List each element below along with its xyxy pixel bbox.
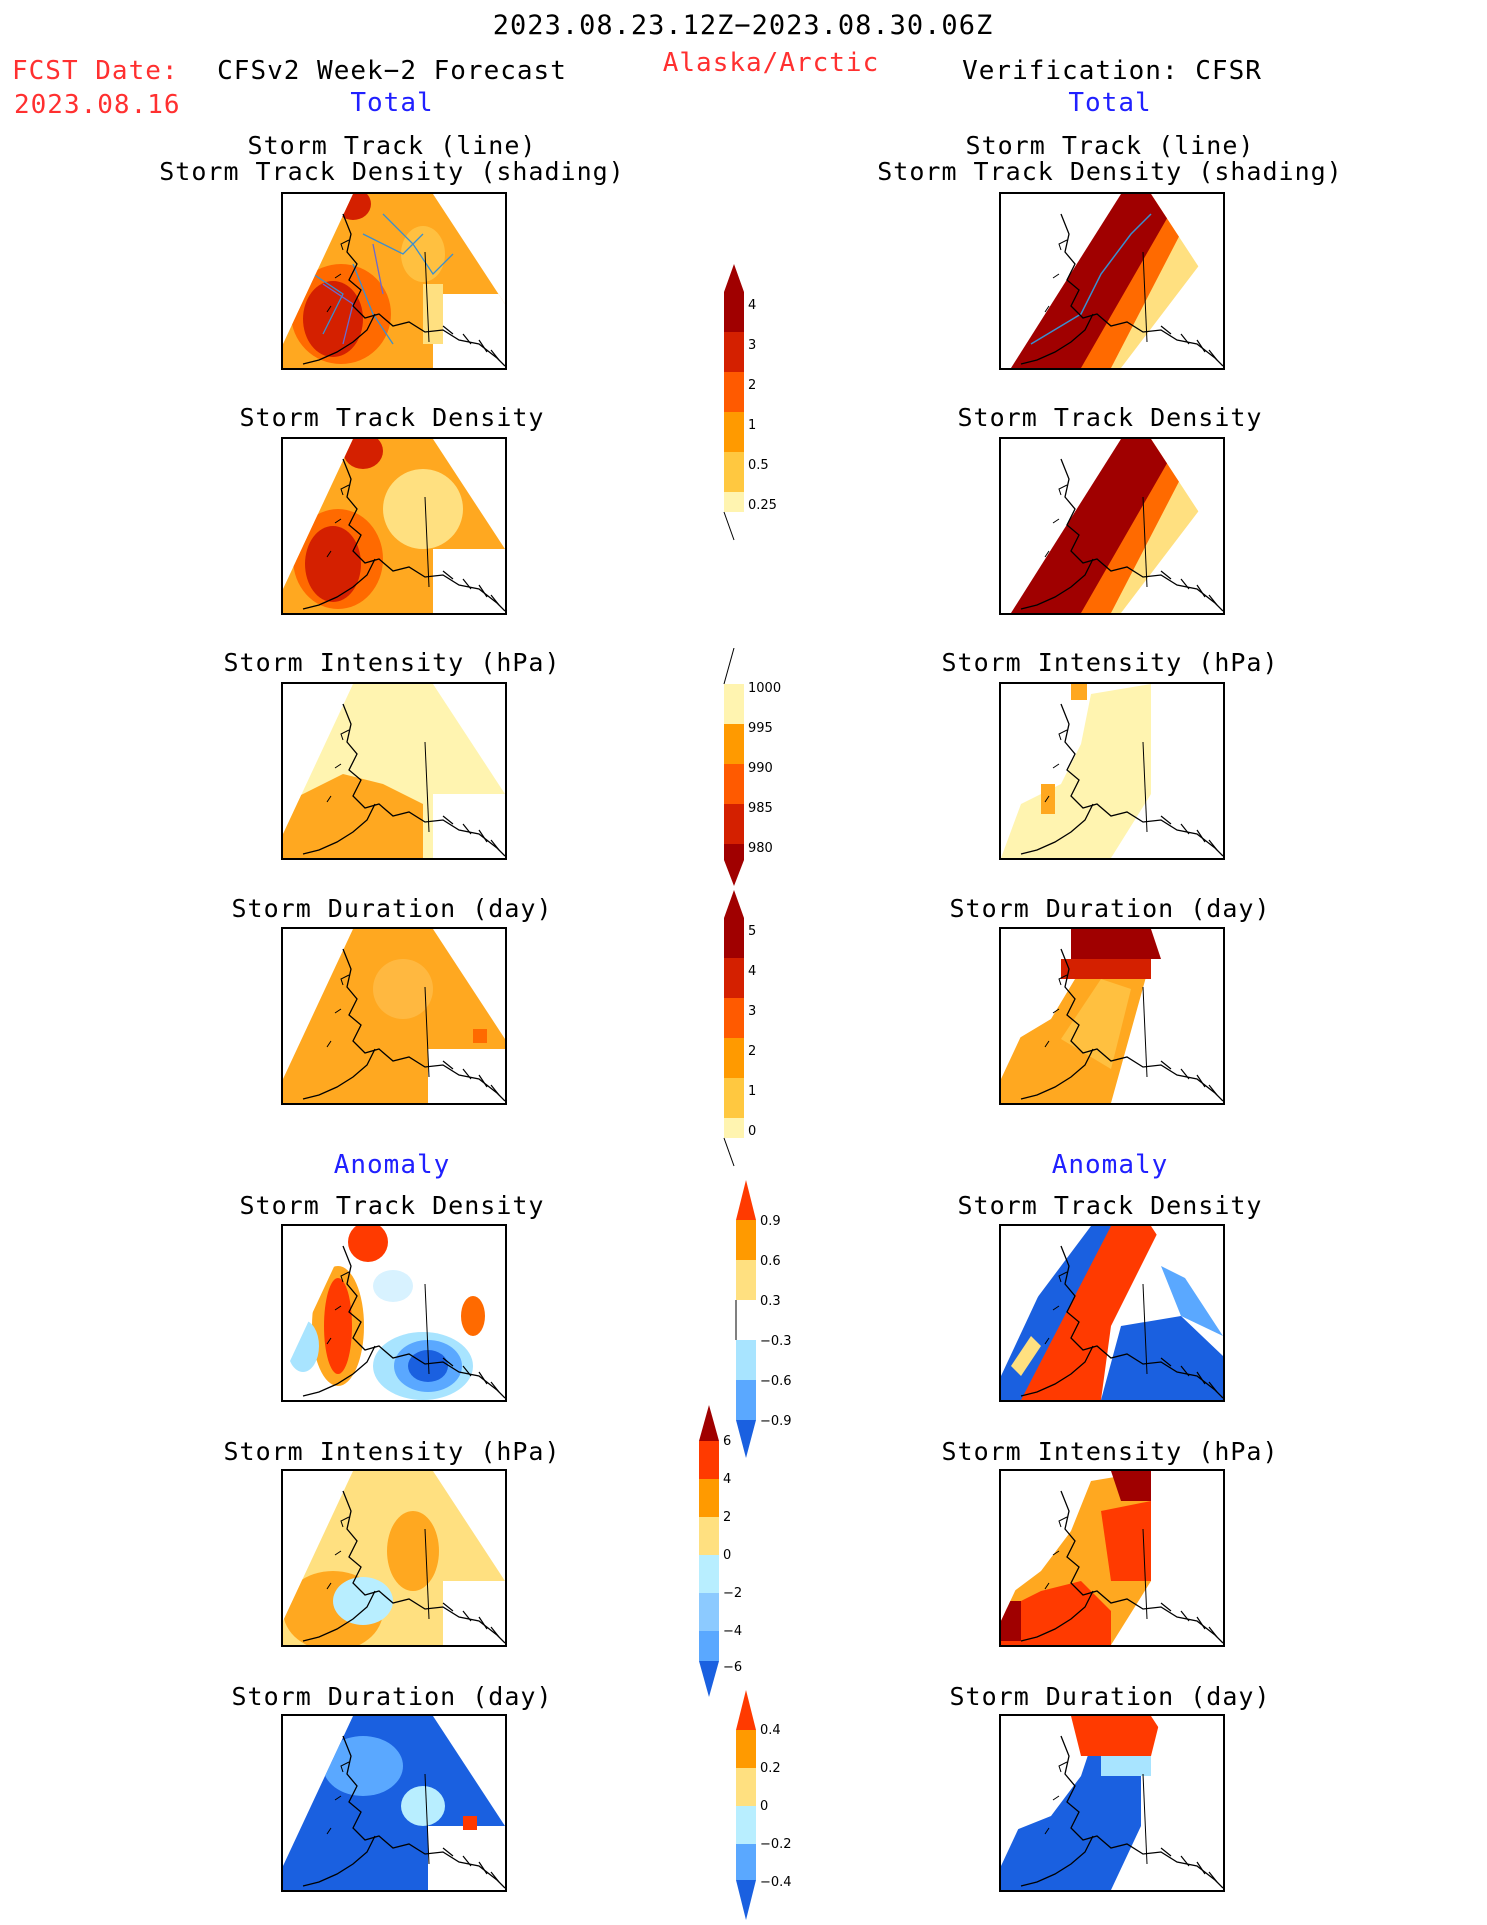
right-panel-1-title: Storm Track (line) xyxy=(965,131,1255,160)
colorbar-1-label-1: 4 xyxy=(748,298,756,313)
forecast-title: CFSv2 Week−2 Forecast xyxy=(217,56,567,86)
right-panel-5-title: Storm Track Density xyxy=(957,1191,1263,1220)
colorbar-4-label-1: 0.9 xyxy=(760,1214,781,1229)
colorbar-3-label-2: 4 xyxy=(748,964,756,979)
colorbar-3-label-4: 2 xyxy=(748,1044,756,1059)
date-range-title: 2023.08.23.12Z−2023.08.30.06Z xyxy=(492,10,994,41)
colorbar-1-label-2: 3 xyxy=(748,338,756,353)
left-storm-duration-map xyxy=(281,927,507,1105)
colorbar-total-density: 4 3 2 1 0.5 0.25 xyxy=(723,264,777,541)
colorbar-6-label-5: −0.4 xyxy=(760,1875,792,1890)
left-total-label: Total xyxy=(350,88,434,118)
verification-title: Verification: CFSR xyxy=(962,56,1262,86)
left-panel-4-title: Storm Duration (day) xyxy=(231,894,553,923)
colorbar-5-label-7: −6 xyxy=(723,1660,742,1675)
left-panel-1-title: Storm Track (line) xyxy=(247,131,537,160)
colorbar-3-label-3: 3 xyxy=(748,1004,756,1019)
right-storm-track-density-map xyxy=(999,437,1225,615)
colorbar-5-label-1: 6 xyxy=(723,1434,731,1449)
colorbar-total-duration: 5 4 3 2 1 0 xyxy=(723,890,756,1167)
colorbar-2-label-1: 1000 xyxy=(748,681,781,696)
colorbar-2-label-4: 985 xyxy=(748,801,773,816)
fcst-date-label: FCST Date: xyxy=(12,56,179,86)
left-storm-track-density-map xyxy=(281,437,507,615)
colorbar-4-label-3: 0.3 xyxy=(760,1294,781,1309)
colorbar-4-top-arrow xyxy=(736,1180,756,1220)
colorbar-2-label-3: 990 xyxy=(748,761,773,776)
colorbar-6-label-3: 0 xyxy=(760,1799,768,1814)
colorbar-6-bottom-arrow xyxy=(736,1880,756,1920)
colorbar-anomaly-intensity: 6 4 2 0 −2 −4 −6 xyxy=(699,1405,742,1697)
colorbar-1-label-4: 1 xyxy=(748,418,756,433)
colorbar-6-label-4: −0.2 xyxy=(760,1837,792,1852)
left-storm-track-map xyxy=(281,192,507,370)
colorbar-5-label-5: −2 xyxy=(723,1586,742,1601)
left-panel-3-title: Storm Intensity (hPa) xyxy=(223,648,561,677)
right-panel-3-title: Storm Intensity (hPa) xyxy=(941,648,1279,677)
right-panel-6-title: Storm Intensity (hPa) xyxy=(941,1437,1279,1466)
left-anomaly-label: Anomaly xyxy=(333,1150,451,1180)
right-anomaly-density-map xyxy=(999,1224,1225,1402)
right-storm-intensity-map xyxy=(999,682,1225,860)
colorbar-5-label-4: 0 xyxy=(723,1548,731,1563)
colorbar-2-bottom-arrow xyxy=(724,860,744,886)
colorbar-1-label-3: 2 xyxy=(748,378,756,393)
right-anomaly-label: Anomaly xyxy=(1051,1150,1169,1180)
left-panel-2-title: Storm Track Density xyxy=(239,403,545,432)
right-panel-4-title: Storm Duration (day) xyxy=(949,894,1271,923)
colorbar-anomaly-density: 0.9 0.6 0.3 −0.3 −0.6 −0.9 xyxy=(735,1180,792,1458)
colorbar-4-label-4: −0.3 xyxy=(760,1334,792,1349)
left-panel-1-subtitle: Storm Track Density (shading) xyxy=(159,157,625,186)
right-anomaly-duration-map xyxy=(999,1714,1225,1892)
right-storm-track-map xyxy=(999,192,1225,370)
region-title: Alaska/Arctic xyxy=(662,48,880,78)
colorbar-4-label-2: 0.6 xyxy=(760,1254,781,1269)
colorbar-5-top-arrow xyxy=(699,1405,719,1441)
left-panel-6-title: Storm Intensity (hPa) xyxy=(223,1437,561,1466)
colorbar-3-label-6: 0 xyxy=(748,1124,756,1139)
left-anomaly-intensity-map xyxy=(281,1469,507,1647)
left-anomaly-density-map xyxy=(281,1224,507,1402)
colorbar-4-bottom-arrow xyxy=(736,1420,756,1458)
colorbar-2-label-5: 980 xyxy=(748,841,773,856)
colorbar-6-top-arrow xyxy=(736,1690,756,1730)
colorbar-5-label-3: 2 xyxy=(723,1510,731,1525)
colorbar-3-label-5: 1 xyxy=(748,1084,756,1099)
colorbar-4-label-6: −0.9 xyxy=(760,1414,792,1429)
right-panel-1-subtitle: Storm Track Density (shading) xyxy=(877,157,1343,186)
colorbar-6-label-2: 0.2 xyxy=(760,1761,781,1776)
colorbar-2-label-2: 995 xyxy=(748,721,773,736)
right-panel-7-title: Storm Duration (day) xyxy=(949,1682,1271,1711)
colorbar-anomaly-duration: 0.4 0.2 0 −0.2 −0.4 xyxy=(736,1690,792,1920)
right-anomaly-intensity-map xyxy=(999,1469,1225,1647)
right-storm-duration-map xyxy=(999,927,1225,1105)
colorbar-6-label-1: 0.4 xyxy=(760,1723,781,1738)
colorbar-1-label-6: 0.25 xyxy=(748,498,777,513)
colorbar-1-label-5: 0.5 xyxy=(748,458,769,473)
colorbar-1-top-arrow xyxy=(724,264,744,292)
colorbar-5-label-6: −4 xyxy=(723,1624,742,1639)
left-panel-5-title: Storm Track Density xyxy=(239,1191,545,1220)
left-anomaly-duration-map xyxy=(281,1714,507,1892)
colorbar-4-label-5: −0.6 xyxy=(760,1374,792,1389)
right-total-label: Total xyxy=(1068,88,1152,118)
fcst-date-value: 2023.08.16 xyxy=(14,90,181,120)
colorbar-3-top-arrow xyxy=(724,890,744,918)
right-panel-2-title: Storm Track Density xyxy=(957,403,1263,432)
colorbar-5-bottom-arrow xyxy=(699,1661,719,1697)
colorbar-3-label-1: 5 xyxy=(748,924,756,939)
colorbar-5-label-2: 4 xyxy=(723,1472,731,1487)
colorbar-total-intensity: 1000 995 990 985 980 xyxy=(723,648,781,886)
left-panel-7-title: Storm Duration (day) xyxy=(231,1682,553,1711)
left-storm-intensity-map xyxy=(281,682,507,860)
